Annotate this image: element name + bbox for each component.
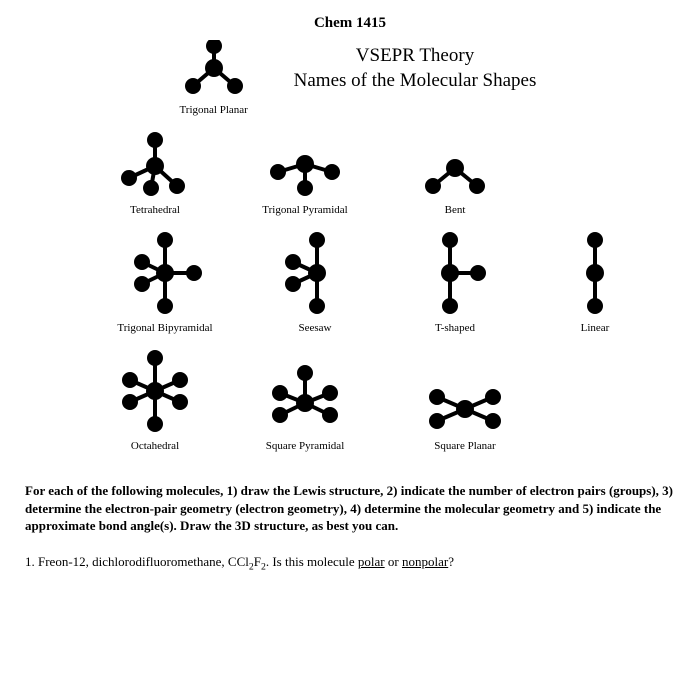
shape-label: Tetrahedral: [105, 204, 205, 216]
page-title: VSEPR Theory Names of the Molecular Shap…: [294, 40, 537, 93]
square-planar-icon: [415, 381, 515, 436]
shape-trigonal-bipyramidal: Trigonal Bipyramidal: [105, 228, 225, 334]
octahedral-icon: [110, 346, 200, 436]
title-line-1: VSEPR Theory: [294, 44, 537, 69]
q1-prefix: 1. Freon-12, dichlorodifluoromethane, CC…: [25, 554, 249, 569]
shape-linear: Linear: [545, 228, 645, 334]
shape-label: Seesaw: [265, 322, 365, 334]
shape-label: Linear: [545, 322, 645, 334]
shape-row: Trigonal Bipyramidal Seesaw: [105, 228, 675, 334]
q1-end: ?: [448, 554, 454, 569]
q1-mid: F: [254, 554, 261, 569]
shape-label: Square Planar: [405, 440, 525, 452]
trigonal-pyramidal-icon: [260, 140, 350, 200]
trigonal-planar-icon: [179, 40, 249, 100]
header-row: Trigonal Planar VSEPR Theory Names of th…: [25, 40, 675, 116]
shape-row: Tetrahedral Trigonal Pyramidal B: [105, 130, 675, 216]
shape-label: Trigonal Bipyramidal: [105, 322, 225, 334]
square-pyramidal-icon: [260, 361, 350, 436]
title-line-2: Names of the Molecular Shapes: [294, 69, 537, 94]
tetrahedral-icon: [115, 130, 195, 200]
shape-t-shaped: T-shaped: [405, 228, 505, 334]
shape-label: Trigonal Planar: [164, 104, 264, 116]
shape-trigonal-pyramidal: Trigonal Pyramidal: [245, 140, 365, 216]
shape-label: Trigonal Pyramidal: [245, 204, 365, 216]
shape-bent: Bent: [405, 150, 505, 216]
shape-square-pyramidal: Square Pyramidal: [245, 361, 365, 452]
bent-icon: [415, 150, 495, 200]
shape-label: Square Pyramidal: [245, 440, 365, 452]
question-1: 1. Freon-12, dichlorodifluoromethane, CC…: [25, 553, 675, 574]
shape-tetrahedral: Tetrahedral: [105, 130, 205, 216]
shape-square-planar: Square Planar: [405, 381, 525, 452]
shape-octahedral: Octahedral: [105, 346, 205, 452]
q1-polar: polar: [358, 554, 385, 569]
trigonal-bipyramidal-icon: [120, 228, 210, 318]
course-title: Chem 1415: [25, 15, 675, 32]
shape-trigonal-planar: Trigonal Planar: [164, 40, 264, 116]
shape-row: Octahedral Square Pyramidal: [105, 346, 675, 452]
t-shaped-icon: [420, 228, 490, 318]
q1-or: or: [385, 554, 402, 569]
shape-seesaw: Seesaw: [265, 228, 365, 334]
q1-after: . Is this molecule: [266, 554, 358, 569]
shape-grid: Tetrahedral Trigonal Pyramidal B: [105, 130, 675, 452]
q1-nonpolar: nonpolar: [402, 554, 448, 569]
shape-label: T-shaped: [405, 322, 505, 334]
instructions-text: For each of the following molecules, 1) …: [25, 482, 675, 535]
shape-label: Octahedral: [105, 440, 205, 452]
seesaw-icon: [275, 228, 355, 318]
shape-label: Bent: [405, 204, 505, 216]
linear-icon: [575, 228, 615, 318]
